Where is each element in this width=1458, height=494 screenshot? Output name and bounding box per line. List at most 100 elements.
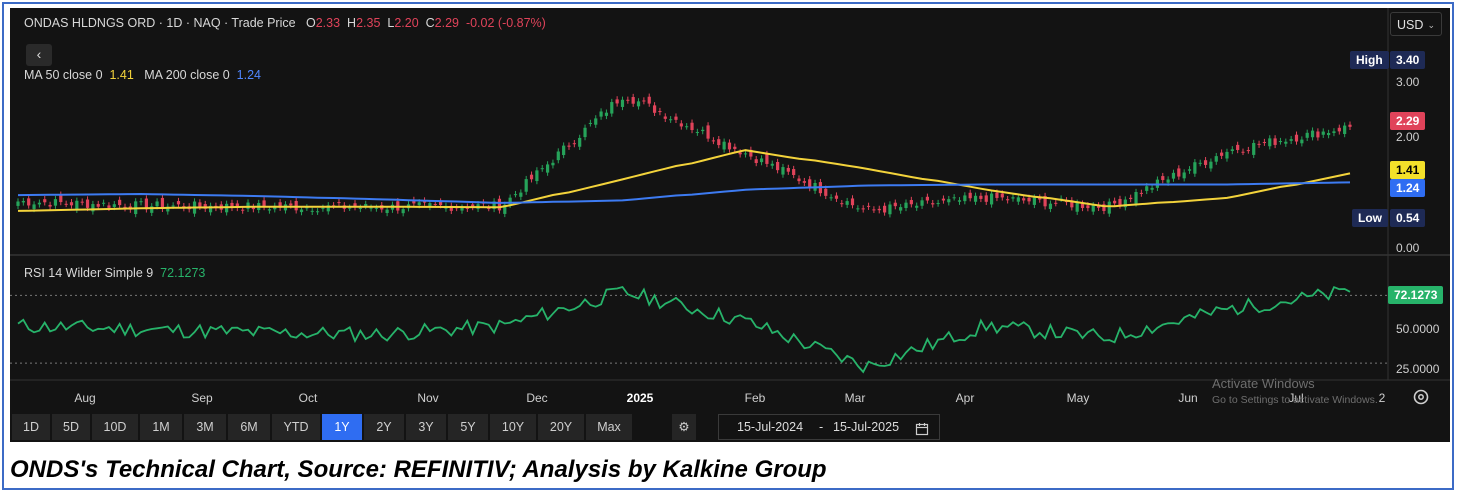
candle-body [278, 202, 282, 208]
candle-body [155, 201, 159, 207]
candle-body [433, 204, 437, 206]
candle-body [1171, 172, 1176, 179]
timeframe-button-10d[interactable]: 10D [92, 414, 138, 440]
timeframe-button-ytd[interactable]: YTD [272, 414, 320, 440]
candle-body [1187, 169, 1192, 171]
candle-body [321, 207, 325, 209]
timeframe-button-max[interactable]: Max [586, 414, 632, 440]
candle-body [1006, 199, 1010, 201]
candle-body [326, 205, 330, 212]
currency-dropdown[interactable]: USD ⌄ [1390, 12, 1442, 36]
low-label: L [387, 16, 395, 30]
candle-body [920, 200, 924, 206]
candle-body [984, 195, 988, 202]
x-axis-tick-label: Jul [1288, 391, 1304, 405]
candle-body [75, 200, 79, 210]
candle-body [685, 126, 689, 128]
candle-body [1027, 197, 1031, 202]
candle-body [1241, 151, 1245, 153]
candle-body [562, 145, 566, 156]
candle-body [1316, 131, 1320, 138]
timeframe-button-10y[interactable]: 10Y [490, 414, 536, 440]
candle-body [96, 204, 100, 207]
candle-body [310, 210, 314, 212]
price-axis-label: 3.00 [1396, 75, 1420, 89]
candle-body [262, 200, 266, 208]
candle-body [776, 161, 780, 171]
candle-body [1113, 200, 1117, 204]
candle-body [1182, 172, 1186, 179]
timeframe-button-3y[interactable]: 3Y [406, 414, 446, 440]
candle-body [786, 167, 790, 172]
candle-body [1177, 168, 1181, 177]
timeframe-button-1y[interactable]: 1Y [322, 414, 362, 440]
timeframe-button-2y[interactable]: 2Y [364, 414, 404, 440]
candle-body [674, 116, 678, 120]
candle-body [706, 125, 710, 139]
x-axis-tick-label: May [1066, 391, 1090, 405]
candle-body [112, 204, 116, 207]
candle-body [690, 122, 694, 131]
candle-body [294, 200, 298, 211]
candle-body [1000, 193, 1004, 198]
candle-body [337, 202, 341, 204]
date-from: 15-Jul-2024 [737, 420, 804, 434]
candle-body [909, 200, 913, 205]
candle-body [588, 122, 592, 124]
candle-body [599, 111, 603, 117]
candle-body [968, 192, 972, 199]
candle-body [824, 188, 828, 196]
candle-body [150, 206, 154, 213]
timeframe-button-20y[interactable]: 20Y [538, 414, 584, 440]
settings-gear-icon[interactable] [1410, 386, 1432, 408]
candle-body [401, 209, 405, 214]
candle-body [299, 209, 304, 213]
candle-body [524, 179, 528, 192]
timeframe-button-5d[interactable]: 5D [52, 414, 90, 440]
chart-panel [10, 8, 1450, 442]
candle-body [1145, 186, 1149, 191]
candle-body [631, 97, 635, 104]
candle-body [1225, 151, 1229, 159]
candle-body [957, 200, 962, 202]
candle-body [1343, 125, 1347, 135]
candle-body [888, 204, 892, 215]
candle-body [1091, 205, 1095, 212]
candle-body [1203, 160, 1208, 165]
high-tag-value: 3.40 [1390, 51, 1426, 69]
ma50-tag: 1.41 [1390, 161, 1426, 179]
candle-body [931, 203, 935, 205]
candle-body [893, 202, 897, 207]
candle-body [883, 205, 887, 213]
candle-body [1134, 192, 1138, 204]
timeframe-button-1m[interactable]: 1M [140, 414, 182, 440]
candle-body [770, 163, 774, 166]
low-tag-value: 0.54 [1390, 209, 1426, 227]
low-tag-label: Low [1352, 209, 1388, 227]
candle-body [754, 159, 758, 164]
timeframe-button-5y[interactable]: 5Y [448, 414, 488, 440]
timeframe-button-1d[interactable]: 1D [12, 414, 50, 440]
candle-body [1048, 203, 1053, 209]
candle-body [1268, 138, 1272, 147]
timeframe-settings-gear-icon[interactable]: ⚙ [672, 414, 696, 440]
candle-body [834, 195, 839, 199]
chart-canvas [10, 8, 1450, 381]
candle-body [139, 201, 143, 203]
candle-body [722, 141, 726, 150]
candle-body [27, 198, 31, 206]
timeframe-button-3m[interactable]: 3M [184, 414, 226, 440]
open-label: O [306, 16, 316, 30]
figure-caption: ONDS's Technical Chart, Source: REFINITI… [10, 456, 827, 483]
low-value: 2.20 [394, 16, 419, 30]
timeframe-button-6m[interactable]: 6M [228, 414, 270, 440]
rsi-axis-label: 25.0000 [1396, 362, 1440, 376]
candle-body [861, 208, 865, 210]
x-axis-tick-label: Aug [74, 391, 96, 405]
candle-body [658, 111, 662, 113]
candle-body [1032, 197, 1036, 205]
candle-body [1080, 203, 1085, 208]
back-button[interactable]: ‹ [26, 44, 52, 66]
date-range-picker[interactable]: 15-Jul-2024 - 15-Jul-2025 [718, 414, 940, 440]
candle-body [610, 102, 614, 114]
